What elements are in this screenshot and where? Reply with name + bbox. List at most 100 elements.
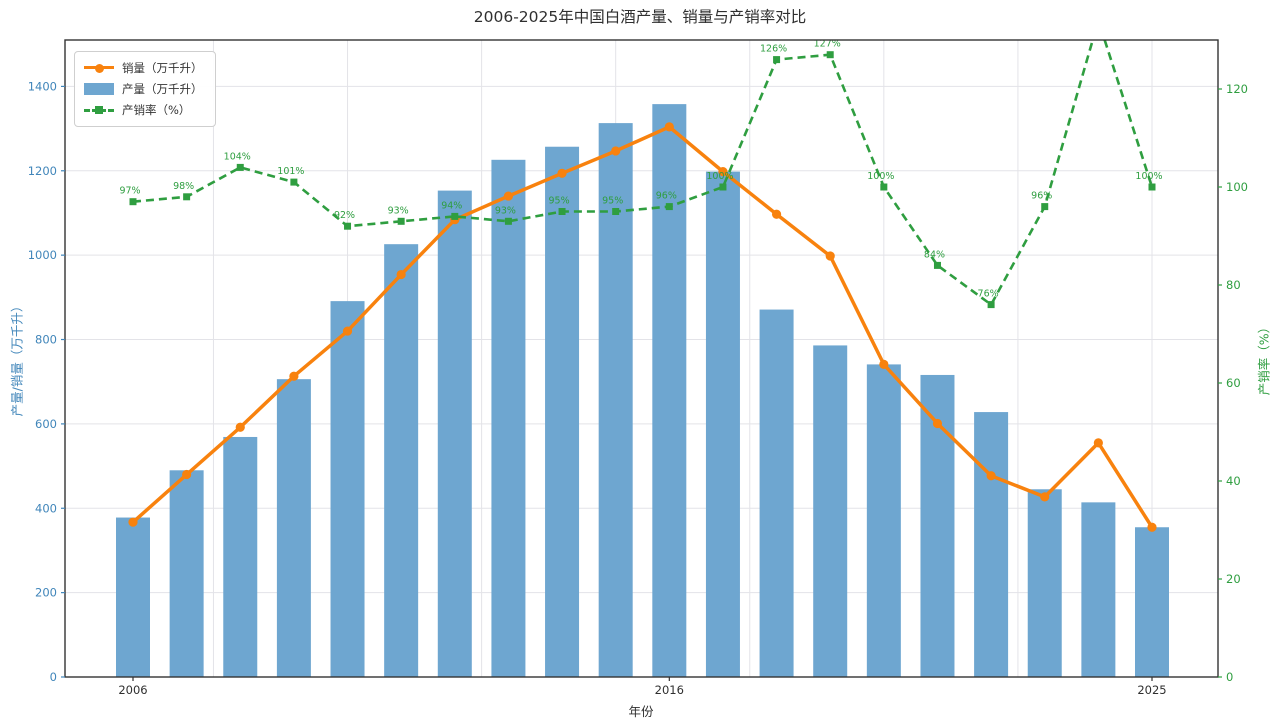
ratio-point-2012	[451, 212, 459, 220]
x-tick-2025: 2025	[1137, 683, 1166, 697]
sales-point-2011	[396, 269, 406, 280]
left-tick-800: 800	[35, 333, 57, 347]
ratio-point-2023	[1041, 203, 1049, 211]
right-tick-100: 100	[1226, 180, 1248, 194]
ratio-label-2015: 95%	[602, 196, 623, 207]
bar-2020	[866, 364, 901, 677]
bar-2006	[116, 517, 150, 677]
legend-label-production: 产量（万千升）	[122, 82, 203, 96]
ratio-label-2019: 127%	[814, 39, 841, 50]
ratio-point-2019	[826, 51, 834, 59]
legend-label-ratio: 产销率（%）	[122, 103, 191, 117]
right-tick-0: 0	[1226, 670, 1233, 684]
left-tick-1200: 1200	[28, 164, 57, 178]
sales-line	[128, 122, 1157, 532]
legend: 销量（万千升） 产量（万千升） 产销率（%）	[74, 51, 216, 127]
x-axis-label: 年份	[628, 704, 654, 719]
ratio-labels: 97% 98% 104% 101% 92% 93% 94% 93% 95% 95% 96% 100% 1…	[119, 39, 1162, 300]
bar-2022	[974, 412, 1009, 677]
left-tick-1000: 1000	[28, 248, 57, 262]
sales-point-2013	[503, 191, 514, 201]
bar-2009	[276, 379, 311, 677]
right-tick-40: 40	[1226, 474, 1241, 488]
sales-line-swatch-icon	[84, 61, 114, 75]
sales-point-2022	[986, 471, 996, 481]
ratio-label-2022: 76%	[978, 289, 999, 300]
sales-point-2008	[235, 422, 245, 432]
ratio-point-2016	[665, 203, 673, 211]
sales-point-2019	[825, 251, 835, 261]
ratio-label-2011: 93%	[388, 205, 409, 216]
bar-2016	[652, 104, 687, 678]
bar-2018	[759, 309, 794, 677]
ratio-point-2014	[558, 208, 566, 215]
ratio-label-2021: 84%	[924, 249, 945, 260]
ratio-label-2025: 100%	[1135, 171, 1162, 182]
ratio-point-2022	[987, 301, 995, 309]
ratio-point-2010	[344, 222, 352, 230]
ratio-point-2007	[183, 193, 191, 201]
bar-2010	[330, 301, 365, 677]
left-tick-600: 600	[35, 417, 57, 431]
sales-point-2007	[182, 469, 192, 480]
legend-item-ratio: 产销率（%）	[84, 101, 203, 119]
right-tick-20: 20	[1226, 572, 1241, 586]
left-tick-400: 400	[35, 501, 57, 515]
x-tick-2016: 2016	[655, 683, 684, 697]
x-axis-ticks: 2006 2016 2025	[118, 677, 1167, 697]
bar-2017	[705, 171, 740, 678]
right-axis-ticks: 0 20 40 60 80 100 120	[1218, 82, 1248, 684]
sales-point-2020	[879, 359, 889, 370]
chart-title: 2006-2025年中国白酒产量、销量与产销率对比	[473, 8, 807, 26]
sales-point-2021	[932, 418, 943, 429]
sales-point-2014	[557, 168, 567, 178]
ratio-point-2018	[773, 56, 781, 64]
sales-point-2006	[128, 517, 138, 527]
ratio-line	[129, 40, 1156, 309]
legend-item-production: 产量（万千升）	[84, 80, 203, 98]
bar-2014	[545, 146, 580, 678]
ratio-point-2013	[504, 217, 512, 225]
ratio-label-2008: 104%	[224, 151, 251, 162]
sales-point-2024	[1093, 438, 1103, 448]
bar-2024	[1081, 502, 1116, 677]
bar-2019	[813, 345, 848, 677]
production-bar-swatch-icon	[84, 82, 114, 96]
ratio-point-2017	[719, 183, 727, 191]
ratio-label-2012: 94%	[441, 200, 462, 211]
bar-2011	[384, 244, 419, 677]
bar-2023	[1027, 489, 1062, 677]
ratio-point-2015	[612, 208, 620, 215]
ratio-point-2025	[1148, 183, 1156, 191]
bar-2025	[1135, 527, 1169, 677]
ratio-label-2010: 92%	[334, 210, 355, 221]
y-axis-label-left: 产量/销量（万千升）	[9, 299, 25, 417]
sales-point-2016	[664, 122, 674, 132]
ratio-point-2021	[933, 261, 941, 269]
sales-point-2017	[718, 167, 728, 177]
right-tick-120: 120	[1226, 82, 1248, 96]
bar-2008	[223, 436, 258, 677]
bar-2015	[598, 123, 633, 678]
ratio-label-2014: 95%	[548, 196, 569, 207]
left-tick-0: 0	[50, 670, 57, 684]
left-axis-ticks: 0 200 400 600 800 1000 1200 1400	[28, 79, 65, 684]
ratio-label-2017: 100%	[706, 171, 733, 182]
ratio-label-2018: 126%	[760, 44, 787, 55]
ratio-point-2006	[129, 198, 137, 206]
ratio-label-2016: 96%	[656, 191, 677, 202]
ratio-point-2009	[290, 178, 298, 186]
bar-2007	[169, 470, 204, 677]
ratio-label-2006: 97%	[119, 186, 140, 197]
sales-point-2023	[1040, 492, 1050, 502]
ratio-point-2020	[880, 183, 888, 191]
right-tick-60: 60	[1226, 376, 1241, 390]
x-tick-2006: 2006	[118, 683, 147, 697]
left-tick-1400: 1400	[28, 79, 57, 93]
ratio-label-2007: 98%	[173, 181, 194, 192]
sales-point-2018	[771, 209, 782, 219]
production-bars	[116, 104, 1169, 678]
legend-label-sales: 销量（万千升）	[122, 61, 203, 75]
